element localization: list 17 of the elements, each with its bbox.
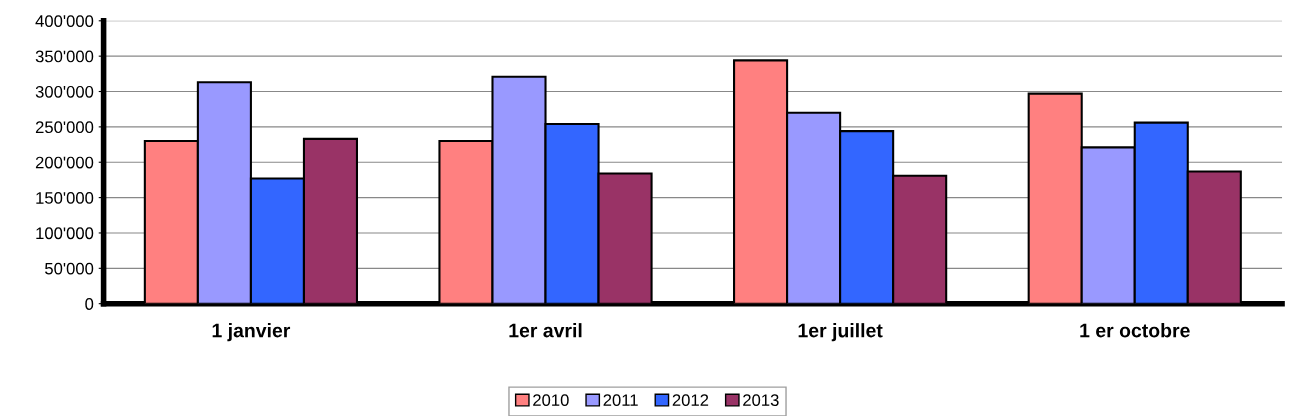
- legend-label: 2011: [603, 394, 638, 407]
- x-tick-label: 1 er octobre: [1080, 323, 1190, 338]
- y-tick-label: 150'000: [36, 192, 94, 204]
- y-tick-label: 50'000: [45, 262, 94, 275]
- y-tick-label: 250'000: [35, 121, 94, 134]
- y-tick-label: 100'000: [36, 227, 94, 240]
- legend-label: 2013: [743, 394, 779, 407]
- y-tick-label: 200'000: [35, 156, 94, 169]
- x-tick-label: 1er juillet: [798, 323, 883, 342]
- x-tick-label: 1 janvier: [212, 323, 291, 342]
- y-tick-label: 400'000: [35, 15, 94, 27]
- x-tick-label: 1er avril: [509, 323, 582, 338]
- y-tick-label: 0: [85, 298, 94, 310]
- legend-label: 2010: [533, 394, 569, 407]
- y-tick-label: 350'000: [35, 50, 94, 63]
- y-tick-label: 300'000: [35, 85, 94, 98]
- legend-label: 2012: [672, 394, 709, 407]
